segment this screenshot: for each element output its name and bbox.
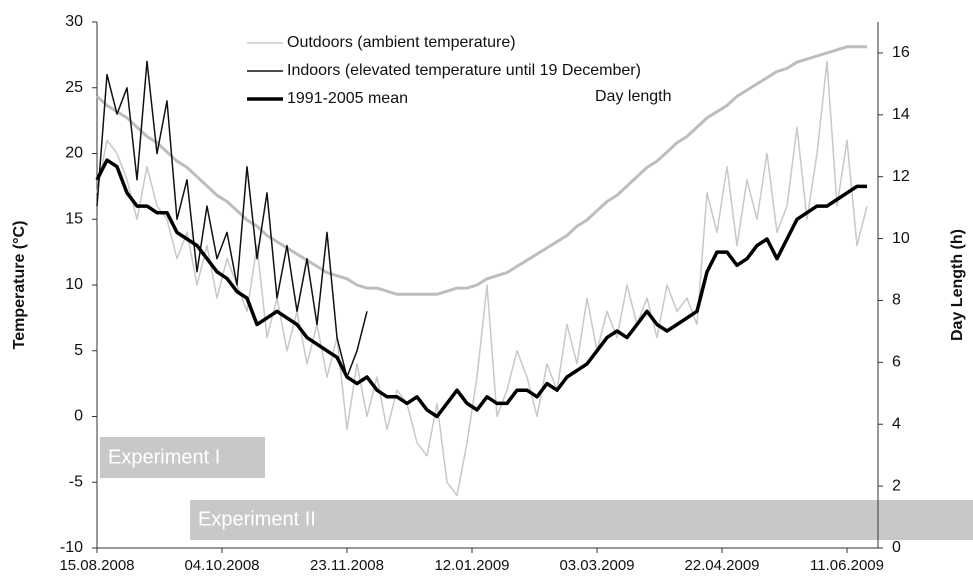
- y-axis-label: Temperature (°C): [11, 221, 28, 350]
- y-tick-label: 15: [65, 210, 83, 227]
- y-tick-label: 30: [65, 13, 83, 30]
- y2-tick-label: 2: [892, 477, 901, 494]
- series-line: [96, 60, 368, 378]
- experiment-1-box: [100, 437, 265, 478]
- annotation: Experiment I: [108, 446, 220, 468]
- x-tick-label: 15.08.2008: [59, 557, 134, 574]
- y2-tick-label: 10: [892, 230, 910, 247]
- y2-tick-label: 6: [892, 354, 901, 371]
- y-tick-label: 5: [74, 342, 83, 359]
- y-tick-label: 25: [65, 79, 83, 96]
- y2-axis-label: Day Length (h): [949, 229, 966, 341]
- legend-label: 1991-2005 mean: [287, 90, 408, 107]
- y-tick-label: 20: [65, 145, 83, 162]
- series-line: [95, 45, 867, 296]
- y-tick-label: 10: [65, 276, 83, 293]
- y2-tick-label: 14: [892, 106, 910, 123]
- x-tick-label: 03.03.2009: [559, 557, 634, 574]
- series-line: [95, 158, 867, 419]
- x-tick-label: 12.01.2009: [434, 557, 509, 574]
- x-tick-label: 22.04.2009: [684, 557, 759, 574]
- x-tick-label: 23.11.2008: [310, 557, 384, 574]
- y2-tick-label: 8: [892, 292, 901, 309]
- y2-tick-label: 12: [892, 168, 910, 185]
- y2-tick-label: 4: [892, 415, 901, 432]
- legend-label: Indoors (elevated temperature until 19 D…: [287, 62, 641, 79]
- series-line: [96, 60, 868, 497]
- x-tick-label: 04.10.2008: [184, 557, 259, 574]
- annotation: Day length: [595, 88, 672, 105]
- y-tick-label: -10: [60, 539, 83, 556]
- y-tick-label: 0: [74, 408, 83, 425]
- y2-tick-label: 16: [892, 44, 910, 61]
- y-tick-label: -5: [69, 473, 83, 490]
- experiment-2-box: [190, 500, 973, 540]
- y2-tick-label: 0: [892, 539, 901, 556]
- annotation: Experiment II: [198, 508, 316, 530]
- x-tick-label: 11.06.2009: [810, 557, 884, 574]
- legend-label: Outdoors (ambient temperature): [287, 34, 516, 51]
